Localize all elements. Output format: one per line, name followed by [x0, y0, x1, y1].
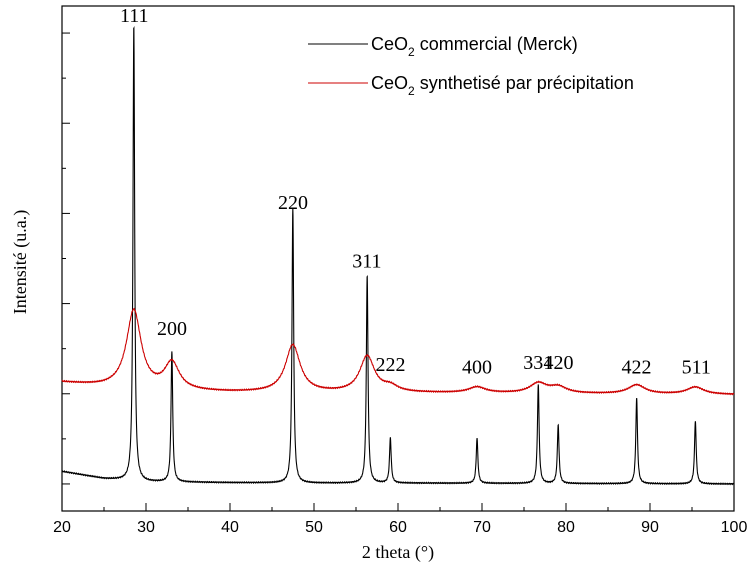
x-tick-label: 80: [557, 519, 575, 536]
x-tick-label: 60: [389, 519, 407, 536]
legend: CeO2 commercial (Merck) CeO2 synthetisé p…: [308, 34, 634, 98]
x-axis-ticks: 20 30 40 50 60 70 80 90 100: [53, 503, 747, 536]
peak-label: 511: [682, 356, 711, 378]
x-tick-label: 100: [721, 519, 748, 536]
peak-label: 222: [375, 354, 405, 376]
peak-label: 420: [543, 352, 573, 374]
peak-label: 400: [462, 356, 492, 378]
legend-label: CeO2 synthetisé par précipitation: [371, 73, 634, 98]
peak-label: 111: [120, 5, 149, 27]
peak-label: 331: [523, 352, 553, 374]
y-axis-title: Intensité (u.a.): [10, 210, 31, 314]
x-tick-label: 40: [221, 519, 239, 536]
peak-label: 422: [622, 356, 652, 378]
peak-label: 311: [352, 251, 381, 273]
x-tick-label: 20: [53, 519, 71, 536]
series-layer: [61, 26, 735, 486]
x-axis-title: 2 theta (°): [362, 542, 434, 563]
series-synthesized-line: [61, 307, 735, 396]
x-tick-label: 70: [473, 519, 491, 536]
series-commercial-line: [61, 26, 735, 486]
y-axis-ticks: [62, 32, 70, 485]
x-tick-label: 30: [137, 519, 155, 536]
x-tick-label: 50: [305, 519, 323, 536]
legend-label: CeO2 commercial (Merck): [371, 34, 578, 59]
x-tick-label: 90: [641, 519, 659, 536]
peak-label: 220: [278, 192, 308, 214]
peak-label: 200: [157, 318, 187, 340]
